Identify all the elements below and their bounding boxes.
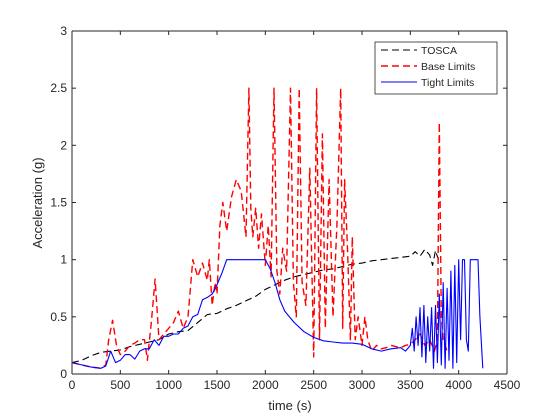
series-layer <box>72 87 484 369</box>
y-tick-label: 2 <box>60 138 67 152</box>
series-line-tight-limits <box>72 259 484 369</box>
y-ticks: 0 0.5 1 1.5 2 2.5 3 <box>50 24 507 381</box>
x-tick-label: 4000 <box>445 378 472 392</box>
series-line-base-limits <box>72 87 448 369</box>
legend-label: Base Limits <box>421 61 475 73</box>
x-tick-label: 0 <box>69 378 76 392</box>
x-tick-label: 500 <box>110 378 130 392</box>
y-tick-label: 2.5 <box>50 81 67 95</box>
y-tick-label: 1.5 <box>50 196 67 210</box>
y-tick-label: 1 <box>60 253 67 267</box>
legend-label: Tight Limits <box>421 77 474 89</box>
x-tick-label: 3000 <box>349 378 376 392</box>
legend: TOSCA Base Limits Tight Limits <box>374 41 498 95</box>
x-tick-label: 3500 <box>397 378 424 392</box>
y-tick-label: 3 <box>60 24 67 38</box>
x-ticks: 0 500 1000 1500 2000 2500 3000 3500 4000 4500 <box>69 31 521 392</box>
y-axis-label: Acceleration (g) <box>30 157 45 248</box>
legend-box <box>374 41 498 95</box>
x-axis-label: time (s) <box>268 398 311 413</box>
x-tick-label: 2500 <box>300 378 327 392</box>
x-tick-label: 1000 <box>155 378 182 392</box>
x-tick-label: 1500 <box>204 378 231 392</box>
legend-label: TOSCA <box>421 45 457 57</box>
x-tick-label: 2000 <box>252 378 279 392</box>
y-tick-label: 0.5 <box>50 310 67 324</box>
x-tick-label: 4500 <box>494 378 521 392</box>
y-tick-label: 0 <box>60 367 67 381</box>
